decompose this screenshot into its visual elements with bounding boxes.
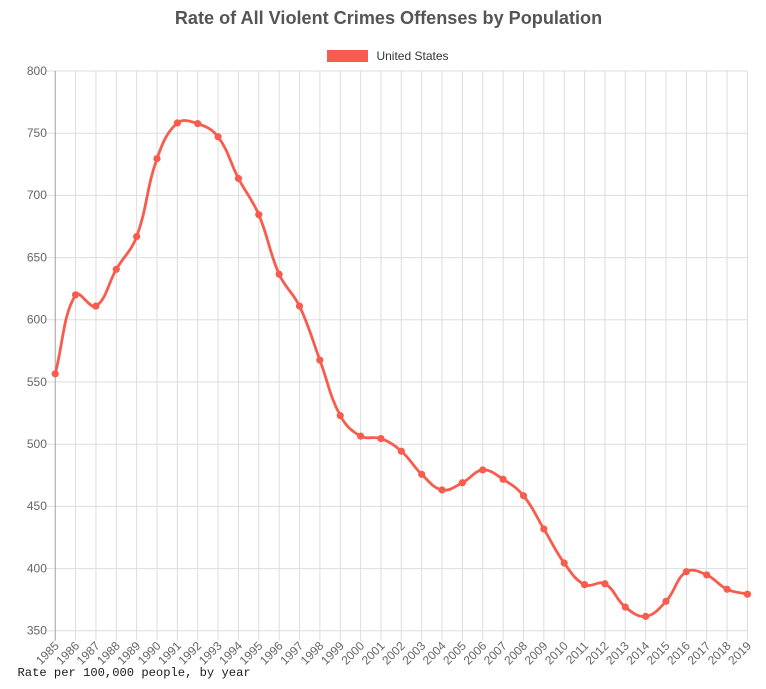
svg-text:500: 500: [27, 437, 47, 451]
svg-text:2019: 2019: [725, 638, 754, 667]
svg-text:600: 600: [27, 313, 47, 327]
svg-text:800: 800: [27, 64, 47, 78]
svg-text:400: 400: [27, 561, 47, 575]
svg-text:700: 700: [27, 188, 47, 202]
svg-text:350: 350: [27, 624, 47, 638]
svg-text:550: 550: [27, 375, 47, 389]
svg-text:750: 750: [27, 126, 47, 140]
svg-text:650: 650: [27, 250, 47, 264]
svg-text:450: 450: [27, 499, 47, 513]
